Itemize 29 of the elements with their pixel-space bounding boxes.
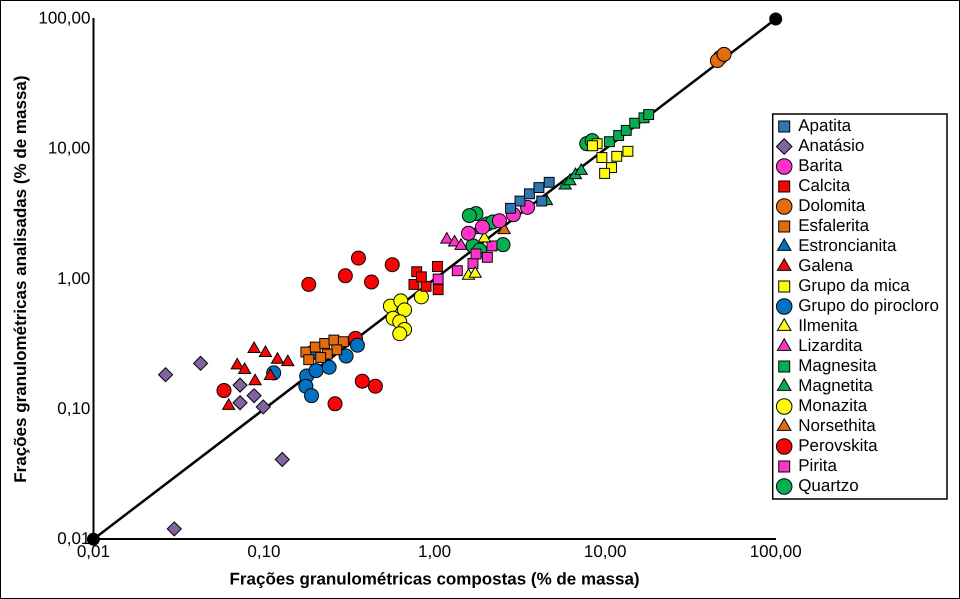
y-tick-label: 10,00 <box>48 138 90 158</box>
legend-label: Quartzo <box>798 476 859 496</box>
legend-label: Esfalerita <box>798 216 870 236</box>
legend-label: Pirita <box>798 456 838 476</box>
x-tick-label: 10,00 <box>584 542 626 562</box>
legend-label: Grupo do pirocloro <box>798 296 940 316</box>
x-tick-label: 0,10 <box>247 542 281 562</box>
x-tick-label: 100,00 <box>750 542 802 562</box>
legend-label: Norsethita <box>798 416 876 436</box>
legend-label: Calcita <box>798 176 851 196</box>
legend-label: Estroncianita <box>798 236 898 256</box>
legend-label: Lizardita <box>798 336 864 356</box>
legend-label: Galena <box>798 256 854 276</box>
legend-label: Perovskita <box>798 436 878 456</box>
legend-label: Barita <box>798 156 844 176</box>
y-tick-label: 1,00 <box>57 268 90 288</box>
legend-label: Magnesita <box>798 356 878 376</box>
x-axis-title: Frações granulométricas compostas (% de massa) <box>230 569 640 588</box>
y-tick-label: 100,00 <box>38 8 90 28</box>
y-axis-title: Frações granulométricas analisadas (% de massa) <box>10 75 30 483</box>
legend-label: Ilmenita <box>798 316 858 336</box>
legend-label: Anatásio <box>798 136 864 156</box>
legend-label: Magnetita <box>798 376 874 396</box>
y-tick-label: 0,10 <box>57 398 90 418</box>
legend-label: Dolomita <box>798 196 866 216</box>
legend-label: Grupo da mica <box>798 276 910 296</box>
x-tick-label: 1,00 <box>418 542 452 562</box>
legend-label: Apatita <box>798 116 852 136</box>
legend-label: Monazita <box>798 396 868 416</box>
